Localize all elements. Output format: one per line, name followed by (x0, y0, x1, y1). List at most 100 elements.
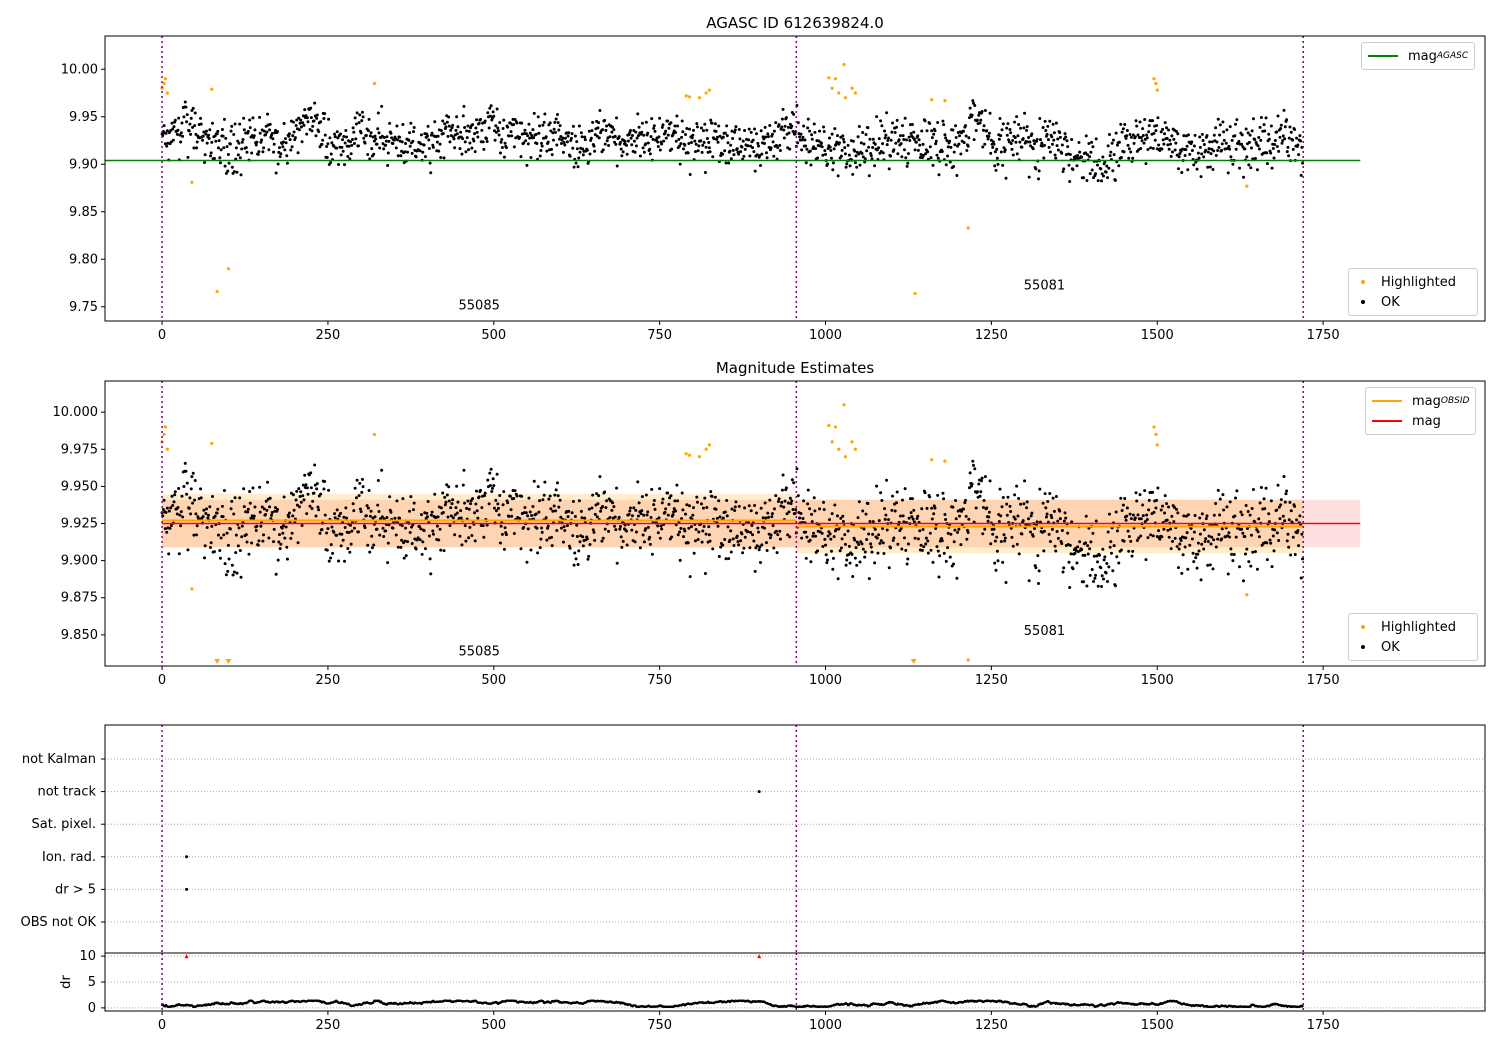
ok-point (590, 506, 594, 510)
ok-point (777, 497, 781, 501)
ok-point (835, 134, 839, 138)
ok-point (869, 545, 873, 549)
ok-point (520, 121, 524, 125)
ok-point (673, 499, 677, 503)
ok-point (354, 496, 358, 500)
ok-point (1228, 500, 1232, 504)
ok-point (305, 486, 309, 490)
ok-point (165, 530, 169, 534)
ok-point (169, 506, 173, 510)
ok-point (393, 516, 397, 520)
ok-point (1193, 133, 1197, 137)
ok-point (833, 503, 837, 507)
ok-point (729, 529, 733, 533)
ok-point (346, 155, 350, 159)
ok-point (1000, 505, 1004, 509)
highlighted-point (687, 453, 692, 457)
ok-point (1222, 130, 1226, 134)
ok-point (948, 555, 952, 559)
ok-point (623, 523, 627, 527)
ok-point (636, 514, 640, 518)
ok-point (930, 129, 934, 133)
ok-point (682, 147, 686, 151)
ok-point (879, 539, 883, 543)
ok-point (480, 506, 484, 510)
ok-point (678, 162, 682, 166)
ok-point (226, 153, 230, 157)
ok-point (548, 494, 552, 498)
ok-point (284, 141, 288, 145)
ok-point (189, 116, 193, 120)
ok-point (909, 132, 913, 136)
ok-point (239, 173, 243, 177)
ok-point (909, 511, 913, 515)
ok-point (227, 557, 231, 561)
ok-point (704, 532, 708, 536)
ok-point (753, 127, 757, 131)
ok-point (1297, 153, 1301, 157)
ok-point (161, 507, 165, 511)
ok-point (222, 489, 226, 493)
ok-point (875, 148, 879, 152)
ok-point (1197, 549, 1201, 553)
ok-point (1114, 510, 1118, 514)
ok-point (1205, 134, 1209, 138)
highlighted-point (704, 447, 708, 451)
ok-point (1031, 147, 1035, 151)
ok-point (1054, 121, 1058, 125)
ok-point (666, 491, 670, 495)
ok-point (190, 109, 194, 113)
ok-point (454, 128, 458, 132)
ok-point (989, 151, 993, 155)
ok-point (502, 547, 506, 551)
ok-point (193, 124, 197, 128)
ok-point (810, 133, 814, 137)
ok-point (966, 144, 970, 148)
ok-point (808, 507, 812, 511)
ok-point (971, 459, 975, 463)
ok-point (219, 536, 223, 540)
ok-point (572, 165, 576, 169)
ok-point (163, 142, 167, 146)
ok-point (554, 117, 558, 121)
ok-point (646, 510, 650, 514)
ok-point (194, 512, 198, 516)
ok-point (936, 156, 940, 160)
ok-point (588, 152, 592, 156)
ok-point (343, 525, 347, 529)
ok-point (1117, 140, 1121, 144)
highlighted-point (966, 226, 970, 230)
ok-point (477, 495, 481, 499)
ok-point (718, 134, 722, 138)
ok-point (209, 151, 213, 155)
ok-point (726, 141, 730, 145)
ok-point (895, 125, 899, 129)
ok-point (216, 129, 220, 133)
ok-point (774, 494, 778, 498)
ok-point (1293, 553, 1297, 557)
ok-point (199, 487, 203, 491)
ok-point (216, 146, 220, 150)
ok-point (1112, 153, 1116, 157)
ok-point (225, 531, 229, 535)
ok-point (887, 518, 891, 522)
ok-point (1220, 527, 1224, 531)
ok-point (642, 513, 646, 517)
ok-point (568, 546, 572, 550)
ok-point (228, 142, 232, 146)
ok-point (1186, 567, 1190, 571)
ok-point (203, 161, 207, 165)
ok-point (376, 127, 380, 131)
ok-point (1009, 131, 1013, 135)
ok-point (513, 117, 517, 121)
ok-point (496, 502, 500, 506)
ok-point (809, 560, 813, 564)
ok-point (876, 551, 880, 555)
ok-point (826, 558, 830, 562)
ok-point (210, 524, 214, 528)
ok-point (612, 505, 616, 509)
ok-point (1182, 134, 1186, 138)
ok-point (380, 515, 384, 519)
ok-point (1068, 543, 1072, 547)
ok-point (628, 509, 632, 513)
